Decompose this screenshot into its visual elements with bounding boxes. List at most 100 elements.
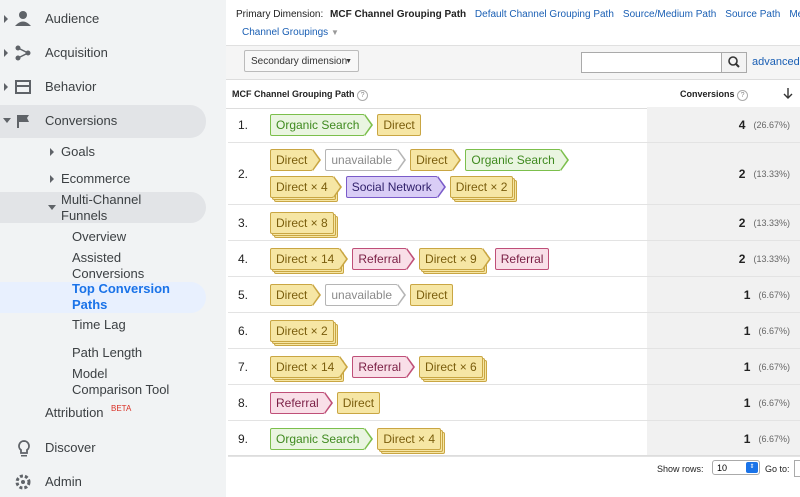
- dropdown-caret: ▼: [345, 58, 352, 65]
- nav-item[interactable]: Assisted Conversions: [72, 250, 145, 281]
- sort-arrow[interactable]: [782, 87, 794, 100]
- select-stepper: ⇕: [746, 462, 758, 473]
- conversions-cell: 1 (6.67%): [647, 385, 800, 420]
- table-row: 6. Direct × 2 1 (6.67%): [228, 313, 800, 349]
- conversions-value: 1: [743, 359, 751, 374]
- path-step[interactable]: Referral: [494, 247, 550, 270]
- dimension-link[interactable]: Source Path: [725, 9, 781, 20]
- sidebar: Audience Acquisition Behavior Conversion…: [0, 0, 226, 497]
- conversions-cell: 1 (6.67%): [647, 313, 800, 348]
- path-step[interactable]: Direct × 14: [270, 247, 349, 270]
- header-path[interactable]: MCF Channel Grouping Path ?: [232, 89, 369, 101]
- conversion-path: Direct × 2: [270, 313, 647, 348]
- path-step[interactable]: Direct × 9: [419, 247, 491, 270]
- path-step[interactable]: Direct × 2: [270, 319, 334, 342]
- nav-item[interactable]: Goals: [61, 144, 95, 159]
- secondary-dimension-button[interactable]: Secondary dimension ▼: [244, 50, 359, 72]
- path-step[interactable]: Referral: [352, 355, 415, 378]
- help-icon[interactable]: ?: [737, 90, 749, 101]
- nav-item[interactable]: Path Length: [72, 345, 143, 360]
- conversion-path: Organic Search Direct × 4: [270, 421, 647, 456]
- conversion-path: Direct × 14 Referral Direct × 6: [270, 349, 647, 384]
- path-step[interactable]: Direct: [377, 113, 421, 136]
- dimension-bar: Primary Dimension: MCF Channel Grouping …: [236, 9, 800, 20]
- conversions-value: 1: [743, 287, 751, 302]
- search-icon: [728, 56, 740, 68]
- table-row: 7. Direct × 14 Referral Direct × 6 1 (6.67%): [228, 349, 800, 385]
- nav-item[interactable]: Model Comparison Tool: [72, 366, 170, 397]
- path-step[interactable]: Direct: [410, 283, 454, 306]
- conversions-cell: 1 (6.67%): [647, 421, 800, 456]
- help-icon[interactable]: ?: [357, 90, 369, 101]
- nav-item[interactable]: Multi-Channel Funnels: [61, 192, 142, 223]
- path-step[interactable]: Direct × 2: [449, 176, 514, 198]
- path-step[interactable]: Referral: [352, 247, 415, 270]
- conversions-percent: (26.67%): [753, 119, 790, 130]
- header-conversions[interactable]: Conversions ?: [680, 89, 749, 101]
- secondary-dimension-label: Secondary dimension: [251, 56, 348, 67]
- path-step[interactable]: Direct: [270, 283, 322, 306]
- conversions-percent: (13.33%): [753, 217, 790, 228]
- path-step[interactable]: Direct × 6: [419, 355, 483, 378]
- path-step[interactable]: Direct: [336, 391, 381, 414]
- nav-item[interactable]: Acquisition: [45, 45, 108, 60]
- table-row: 3. Direct × 8 2 (13.33%): [228, 205, 800, 241]
- row-index: 9.: [238, 431, 249, 446]
- table-body: 1. Organic Search Direct 4 (26.67%) 2. Direct u…: [228, 107, 800, 457]
- path-step[interactable]: Direct × 4: [270, 176, 342, 198]
- search-input[interactable]: [581, 52, 723, 73]
- beta-badge: BETA: [111, 404, 132, 413]
- go-to-input[interactable]: [794, 460, 800, 477]
- dropdown-caret: ▼: [330, 28, 339, 37]
- search-button[interactable]: [721, 52, 747, 73]
- conversions-value: 2: [738, 166, 746, 181]
- conversions-percent: (13.33%): [753, 253, 790, 264]
- row-index: 4.: [238, 251, 249, 266]
- primary-label: Primary Dimension:: [236, 9, 324, 20]
- path-step[interactable]: Social Network: [345, 176, 446, 198]
- path-step[interactable]: unavailable: [325, 283, 406, 306]
- path-step[interactable]: unavailable: [325, 149, 406, 171]
- path-step[interactable]: Referral: [270, 391, 333, 414]
- conversions-value: 1: [743, 323, 751, 338]
- nav-item[interactable]: Admin: [45, 474, 82, 489]
- rows-select[interactable]: 10 ⇕: [712, 460, 760, 475]
- path-step[interactable]: Direct: [410, 149, 462, 171]
- nav-item-active[interactable]: Top Conversion Paths: [72, 281, 170, 312]
- conversions-value: 4: [738, 117, 746, 132]
- path-step[interactable]: Direct × 8: [270, 211, 334, 234]
- row-index: 6.: [238, 323, 249, 338]
- table-row: 9. Organic Search Direct × 4 1 (6.67%): [228, 421, 800, 457]
- conversion-path: Direct × 8: [270, 205, 647, 240]
- conversions-percent: (6.67%): [758, 433, 790, 444]
- conversions-percent: (6.67%): [758, 325, 790, 336]
- nav-item[interactable]: Overview: [72, 229, 127, 244]
- path-step[interactable]: Direct × 14: [270, 355, 349, 378]
- nav-icons: [3, 11, 56, 490]
- nav-item[interactable]: Conversions: [45, 113, 118, 128]
- path-step[interactable]: Organic Search: [270, 113, 374, 136]
- conversions-cell: 2 (13.33%): [647, 241, 800, 276]
- dimension-link[interactable]: Medium: [789, 9, 800, 20]
- primary-active: MCF Channel Grouping Path: [330, 9, 467, 20]
- nav-item[interactable]: Time Lag: [72, 317, 126, 332]
- nav-item[interactable]: Ecommerce: [61, 171, 131, 186]
- advanced-link[interactable]: advanced: [752, 56, 800, 68]
- path-step[interactable]: Direct: [270, 149, 322, 171]
- go-to-label: Go to:: [765, 464, 790, 474]
- path-step[interactable]: Organic Search: [270, 427, 374, 450]
- channel-groupings[interactable]: Channel Groupings ▼: [242, 27, 339, 38]
- dimension-link[interactable]: Source/Medium Path: [622, 9, 717, 20]
- nav-item[interactable]: Attribution: [45, 405, 104, 420]
- dimension-link[interactable]: Default Channel Grouping Path: [474, 9, 614, 20]
- path-step[interactable]: Organic Search: [465, 149, 570, 171]
- nav-item[interactable]: Discover: [45, 440, 96, 455]
- path-step[interactable]: Direct × 4: [377, 427, 442, 450]
- table-row: 1. Organic Search Direct 4 (26.67%): [228, 107, 800, 143]
- row-index: 8.: [238, 395, 249, 410]
- nav-item[interactable]: Behavior: [45, 79, 97, 94]
- nav-item[interactable]: Audience: [45, 11, 100, 26]
- conversions-value: 2: [738, 215, 746, 230]
- row-index: 3.: [238, 215, 249, 230]
